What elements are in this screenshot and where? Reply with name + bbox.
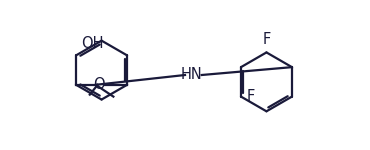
Text: O: O bbox=[93, 77, 104, 92]
Text: F: F bbox=[262, 32, 270, 46]
Text: HN: HN bbox=[181, 66, 203, 81]
Text: F: F bbox=[247, 89, 255, 104]
Text: OH: OH bbox=[81, 36, 104, 51]
